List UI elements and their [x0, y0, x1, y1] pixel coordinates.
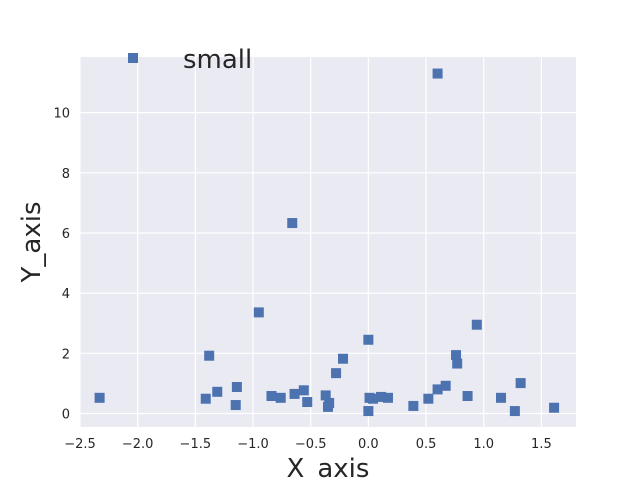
- plot-area: [80, 57, 576, 427]
- x-axis-ticks: −2.5 −2.0 −1.5 −1.0 −0.5 0.0 0.5 1.0 1.5: [64, 437, 552, 452]
- y-tick-label: 10: [53, 107, 70, 122]
- data-point: [320, 390, 331, 401]
- y-axis-label: Y_axis: [17, 202, 47, 284]
- data-point: [298, 385, 309, 396]
- data-point: [376, 391, 387, 402]
- data-point: [515, 378, 526, 389]
- x-tick-label: −2.5: [64, 437, 96, 452]
- y-tick-label: 2: [62, 347, 70, 362]
- data-point: [331, 368, 342, 379]
- grid-lines: [79, 57, 576, 427]
- data-point: [367, 393, 378, 404]
- data-point: [452, 358, 463, 369]
- data-point: [94, 392, 105, 403]
- x-tick-label: −2.0: [122, 437, 154, 452]
- y-tick-label: 4: [62, 287, 70, 302]
- data-point: [471, 319, 482, 330]
- data-point: [204, 350, 215, 361]
- x-axis-label: X_axis: [287, 454, 370, 480]
- data-point: [462, 391, 473, 402]
- data-point: [363, 406, 374, 417]
- data-point: [408, 400, 419, 411]
- data-point: [275, 392, 286, 403]
- data-point: [549, 402, 560, 413]
- y-tick-label: 0: [62, 407, 70, 422]
- data-point: [287, 218, 298, 229]
- x-tick-label: −1.0: [237, 437, 269, 452]
- y-tick-label: 8: [62, 167, 70, 182]
- data-point: [266, 391, 277, 402]
- data-point: [324, 397, 335, 408]
- data-point: [509, 406, 520, 417]
- data-point: [337, 353, 348, 364]
- x-tick-label: −1.5: [180, 437, 212, 452]
- data-point: [496, 392, 507, 403]
- data-point: [432, 384, 443, 395]
- legend: small: [128, 45, 252, 75]
- data-point: [451, 350, 462, 361]
- data-point: [382, 392, 393, 403]
- data-point: [231, 381, 242, 392]
- x-tick-label: 1.5: [531, 437, 552, 452]
- data-point: [212, 386, 223, 397]
- data-point: [230, 400, 241, 411]
- data-point: [423, 393, 434, 404]
- y-axis-ticks: 0 2 4 6 8 10: [53, 107, 70, 423]
- x-tick-label: −0.5: [295, 437, 327, 452]
- data-point: [363, 334, 374, 345]
- x-tick-label: 0.0: [358, 437, 379, 452]
- data-point: [253, 307, 264, 318]
- data-point: [302, 397, 313, 408]
- y-tick-label: 6: [62, 227, 70, 242]
- data-point: [440, 380, 451, 391]
- legend-marker-small: [128, 53, 138, 63]
- data-point: [200, 393, 211, 404]
- x-tick-label: 0.5: [416, 437, 437, 452]
- legend-label-small: small: [183, 45, 252, 75]
- data-point: [289, 388, 300, 399]
- data-points: [94, 68, 560, 417]
- data-point: [432, 68, 443, 79]
- x-tick-label: 1.0: [473, 437, 494, 452]
